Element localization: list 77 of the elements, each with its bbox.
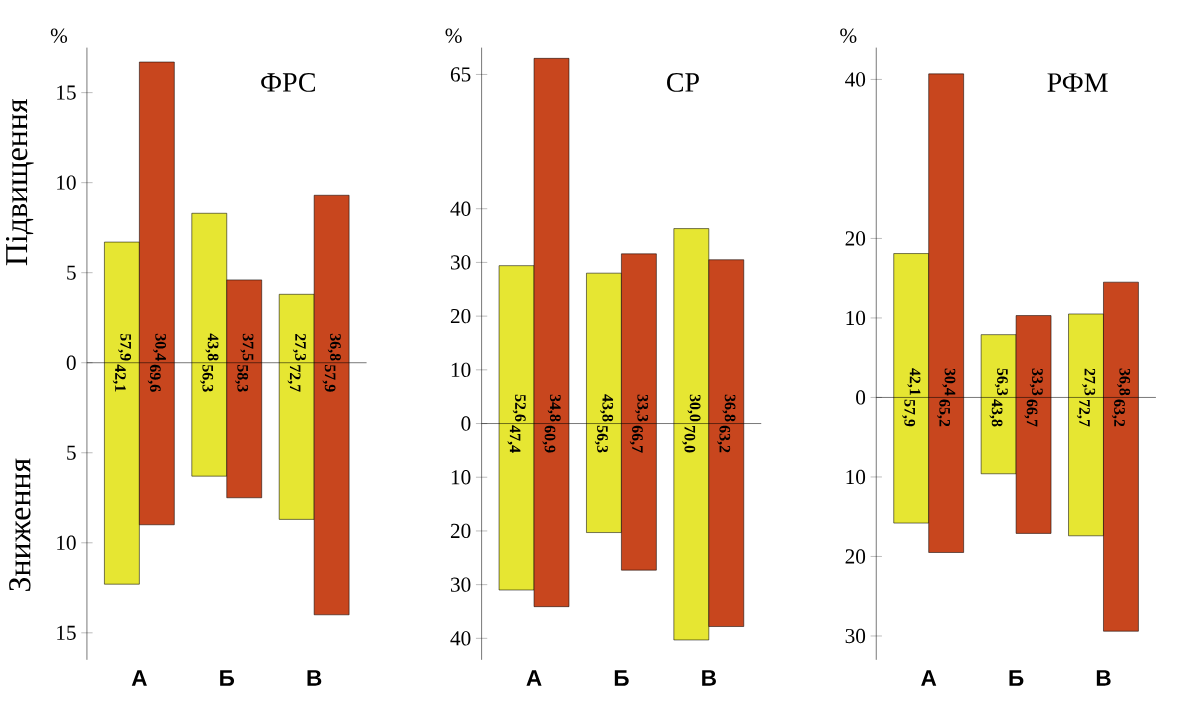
- annotation: 60,9: [542, 425, 556, 453]
- x-tick-label: В: [702, 670, 716, 686]
- annotation: 43,8: [205, 333, 219, 361]
- annotation: 43,8: [600, 394, 614, 422]
- x-tick-label: Б: [1009, 670, 1024, 686]
- y-tick-label: 20: [845, 231, 866, 246]
- x-tick-label: А: [526, 670, 542, 686]
- annotation: 69,6: [147, 364, 161, 392]
- annotation: 30,4: [152, 333, 167, 361]
- y-tick-label: 30: [451, 255, 471, 270]
- x-tick-label: А: [921, 670, 937, 686]
- annotation: 30,4: [942, 368, 956, 396]
- y-tick-label: 10: [846, 310, 866, 326]
- y-tick-label: 0: [461, 416, 471, 431]
- y-tick-label: 30: [451, 577, 471, 592]
- y-tick-label: 0: [856, 390, 866, 405]
- annotation: 65,2: [937, 399, 951, 427]
- annotation: 72,7: [287, 365, 301, 392]
- annotation: 57,9: [902, 399, 916, 427]
- annotation: 56,3: [200, 364, 214, 392]
- annotation: 57,9: [118, 333, 132, 361]
- y-tick-label: 10: [57, 175, 76, 190]
- y-tick-label: 15: [57, 85, 76, 100]
- y-tick-label: 10: [451, 362, 471, 378]
- annotation: 43,8: [989, 399, 1003, 427]
- x-tick-label: Б: [614, 670, 629, 686]
- annotation: 57,9: [322, 364, 336, 392]
- text: СР: [667, 73, 699, 92]
- text: ФРС: [261, 73, 315, 92]
- annotation: 56,3: [994, 368, 1008, 396]
- y-tick-label: 10: [846, 469, 866, 485]
- annotation: 72,7: [1076, 399, 1090, 427]
- annotation: 36,8: [722, 394, 736, 422]
- text: РФМ: [1047, 73, 1108, 92]
- y-tick-label: 65: [450, 67, 471, 82]
- y-tick-label: 40: [450, 631, 471, 646]
- y-tick-label: 20: [450, 523, 471, 539]
- annotation: 66,7: [629, 425, 643, 453]
- text: Зниження: [9, 458, 31, 591]
- annotation: 36,8: [327, 333, 341, 361]
- annotation: 56,3: [594, 425, 608, 453]
- y-tick-label: 5: [67, 445, 76, 460]
- annotation: 52,6: [512, 394, 526, 422]
- annotation: 27,3: [292, 333, 306, 361]
- x-tick-label: В: [307, 670, 322, 686]
- annotation: 42,1: [907, 368, 921, 396]
- annotation: 37,5: [240, 333, 254, 361]
- x-tick-label: В: [1096, 670, 1111, 686]
- annotation: 66,7: [1024, 399, 1038, 427]
- y-tick-label: 20: [450, 308, 471, 324]
- y-tick-label: 15: [57, 625, 76, 640]
- y-axis-title: %: [50, 28, 68, 43]
- y-axis-title: %: [840, 28, 857, 43]
- y-tick-label: 0: [66, 355, 76, 370]
- annotation: 27,3: [1082, 368, 1096, 396]
- y-tick-label: 40: [450, 201, 471, 216]
- x-tick-label: Б: [220, 670, 235, 686]
- annotation: 63,2: [717, 425, 731, 453]
- y-tick-label: 5: [67, 265, 76, 280]
- y-tick-label: 10: [451, 470, 471, 485]
- annotation: 33,3: [635, 394, 649, 422]
- y-tick-label: 10: [57, 535, 76, 550]
- annotation: 58,3: [235, 364, 249, 392]
- y-tick-label: 30: [845, 628, 866, 644]
- annotation: 36,8: [1117, 368, 1131, 396]
- annotation: 42,1: [112, 364, 126, 392]
- annotation: 47,4: [507, 425, 521, 453]
- y-tick-label: 40: [845, 72, 866, 87]
- annotation: 33,3: [1029, 368, 1043, 396]
- x-tick-label: А: [131, 670, 147, 686]
- text: Підвищення: [5, 99, 34, 266]
- annotation: 30,0: [687, 394, 701, 422]
- y-tick-label: 20: [845, 549, 866, 564]
- annotation: 34,8: [547, 394, 561, 422]
- y-axis-title: %: [445, 28, 462, 43]
- annotation: 70,0: [682, 426, 696, 453]
- annotation: 63,2: [1111, 399, 1125, 427]
